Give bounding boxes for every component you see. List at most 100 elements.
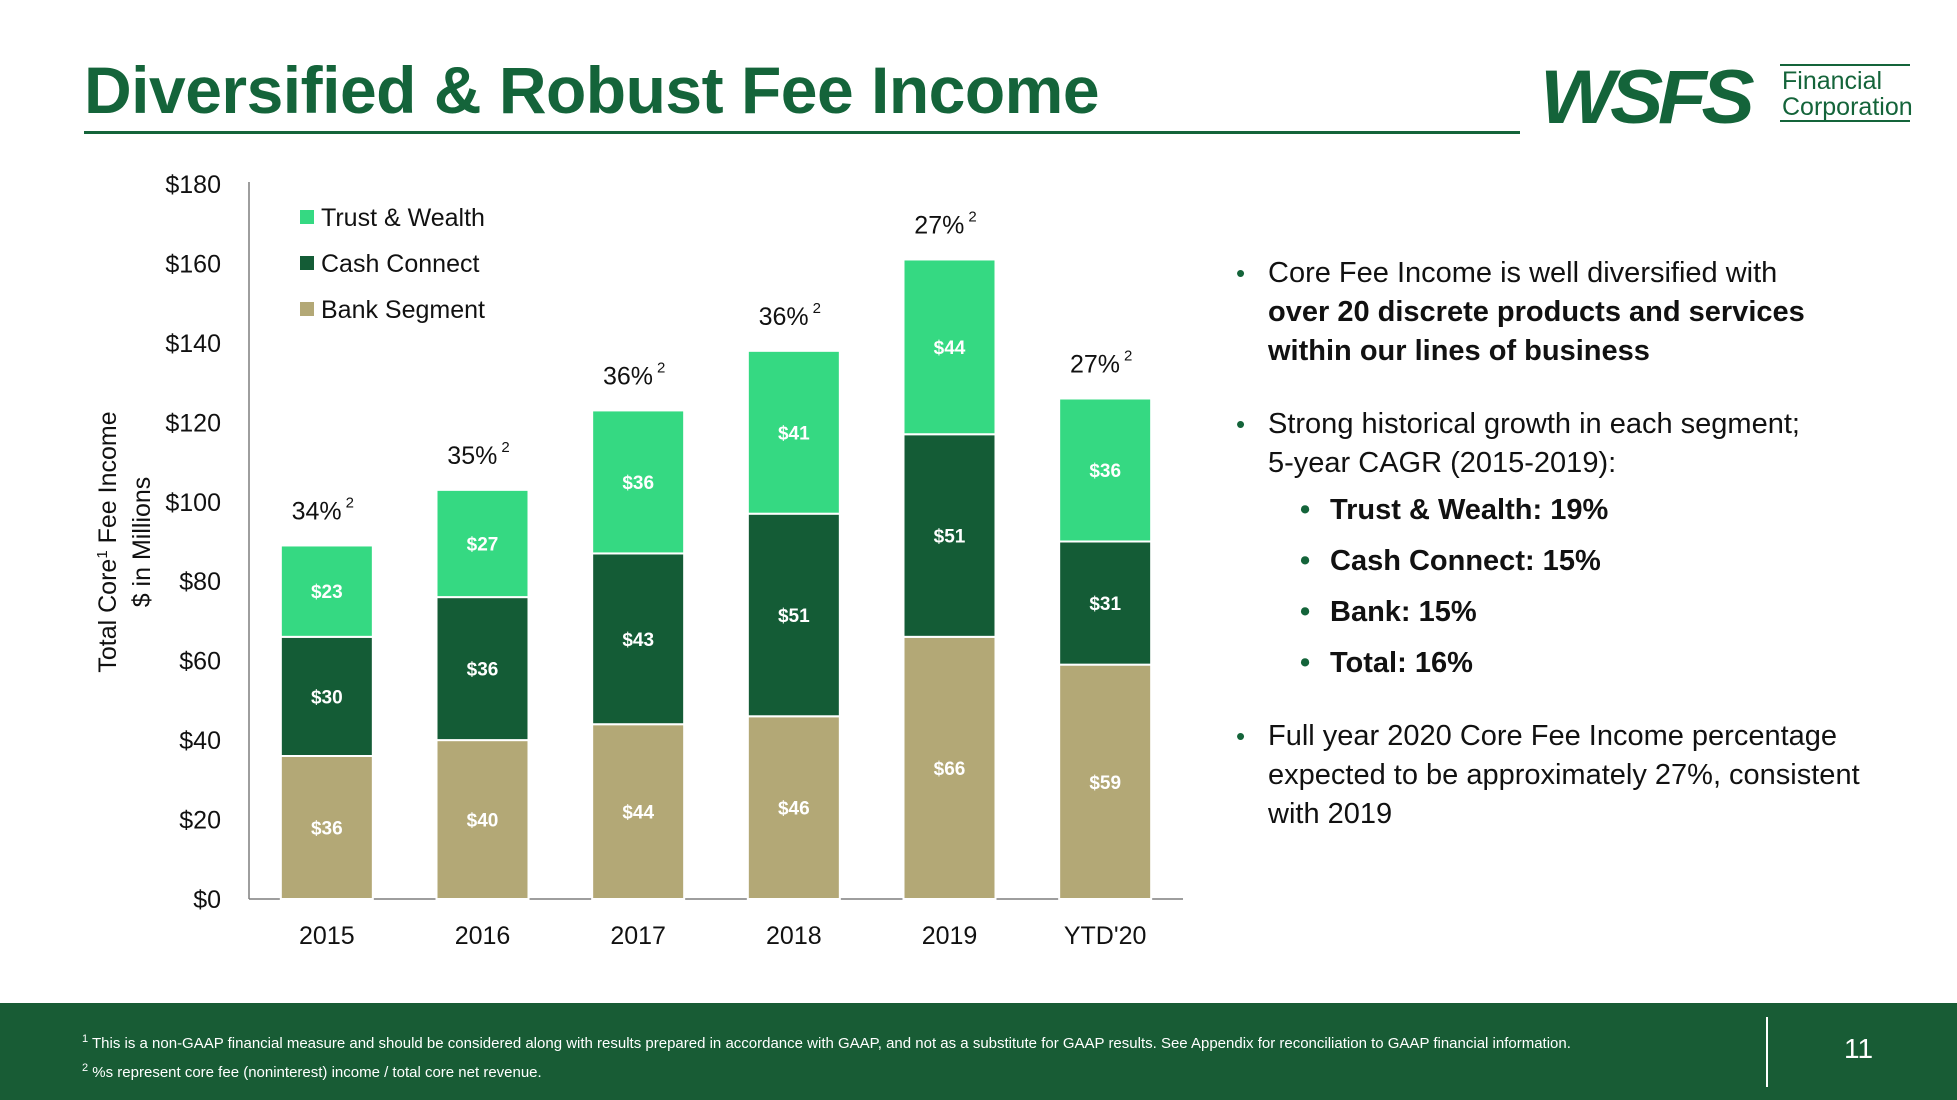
y-axis-title-line2: $ in Millions (128, 477, 156, 608)
bar-value-label: $59 (1089, 773, 1121, 794)
percent-value: 35% (447, 442, 497, 470)
y-axis-title-sup: 1 (94, 550, 111, 558)
bar-value-label: $41 (778, 423, 810, 444)
percent-label: 36% 2 (603, 359, 665, 390)
bar-segment (746, 715, 841, 900)
percent-label: 36% 2 (759, 300, 821, 331)
percent-label: 35% 2 (447, 439, 509, 470)
percent-footnote-marker: 2 (657, 359, 665, 376)
bar-value-label: $51 (934, 527, 966, 548)
x-tick-label: YTD'20 (1064, 922, 1147, 950)
y-tick-label: $100 (165, 489, 221, 517)
bar-segment (435, 488, 530, 599)
bar-value-label: $51 (778, 606, 810, 627)
logo-sub-line1: Financial (1782, 67, 1883, 95)
bar-segment (1058, 663, 1153, 901)
percent-footnote-marker: 2 (501, 439, 509, 456)
bar-value-label: $43 (622, 630, 654, 651)
cagr-item: Trust & Wealth: 19% (1268, 491, 1876, 530)
bar-value-label: $44 (622, 803, 654, 824)
y-tick-label: $140 (165, 330, 221, 358)
percent-footnote-marker: 2 (813, 300, 821, 317)
footer-divider (1766, 1017, 1768, 1087)
y-tick-label: $120 (165, 409, 221, 437)
percent-value: 27% (914, 211, 964, 239)
legend-swatch (300, 210, 314, 224)
logo-mark: WSFS (1540, 55, 1755, 140)
bar-segment (591, 723, 686, 900)
y-axis-title-suffix: Fee Income (94, 411, 122, 550)
percent-value: 36% (603, 362, 653, 390)
footnote-2: 2 %s represent core fee (noninterest) in… (82, 1056, 1762, 1085)
percent-label: 27% 2 (1070, 348, 1132, 379)
percent-value: 36% (759, 303, 809, 331)
y-axis-title-prefix: Total Core (94, 559, 122, 673)
bar-segment (902, 433, 997, 638)
bullet-diversified: Core Fee Income is well diversified with… (1236, 254, 1876, 371)
bullet-diversified-text: Core Fee Income is well diversified with (1268, 257, 1778, 289)
page-title: Diversified & Robust Fee Income (84, 53, 1100, 127)
bullet-growth-line2: 5-year CAGR (2015-2019): (1268, 447, 1617, 479)
bar-value-label: $27 (467, 534, 499, 555)
bar-value-label: $44 (934, 338, 966, 359)
bar-segment (435, 596, 530, 742)
bar-segment (746, 512, 841, 718)
bar-segment (591, 552, 686, 726)
bar-value-label: $31 (1089, 594, 1121, 615)
bullet-outlook: Full year 2020 Core Fee Income percentag… (1236, 717, 1876, 834)
footnote-1-marker: 1 (82, 1033, 89, 1045)
y-tick-label: $80 (179, 568, 221, 596)
percent-footnote-marker: 2 (968, 208, 976, 225)
legend-label: Trust & Wealth (321, 204, 485, 232)
bar-segment (1058, 540, 1153, 666)
legend-swatch (300, 256, 314, 270)
bar-segment (591, 409, 686, 555)
bar-value-label: $36 (467, 660, 499, 681)
footnotes: 1 This is a non-GAAP financial measure a… (82, 1027, 1762, 1085)
cagr-item: Cash Connect: 15% (1268, 542, 1876, 581)
bar-value-label: $36 (311, 819, 343, 840)
y-tick-label: $0 (193, 886, 221, 914)
bar-value-label: $66 (934, 759, 966, 780)
wsfs-logo: WSFS Financial Corporation (1540, 58, 1913, 136)
bullet-diversified-bold: over 20 discrete products and services w… (1268, 296, 1805, 367)
y-tick-label: $180 (165, 171, 221, 199)
bar-segment (1058, 397, 1153, 543)
y-axis-title-line1: Total Core1 Fee Income (94, 411, 122, 672)
footnote-1-text: This is a non-GAAP financial measure and… (88, 1035, 1571, 1052)
bar-value-label: $36 (1089, 461, 1121, 482)
logo-sub-line2: Corporation (1782, 93, 1913, 121)
cagr-item: Total: 16% (1268, 644, 1876, 683)
bullet-outlook-text: Full year 2020 Core Fee Income percentag… (1268, 720, 1860, 830)
x-tick-label: 2018 (766, 922, 822, 950)
x-tick-label: 2016 (455, 922, 511, 950)
footer-bar: 1 This is a non-GAAP financial measure a… (0, 1003, 1957, 1100)
y-tick-label: $40 (179, 727, 221, 755)
key-points: Core Fee Income is well diversified with… (1236, 254, 1876, 868)
cagr-list: Trust & Wealth: 19% Cash Connect: 15% Ba… (1268, 491, 1876, 683)
footnote-2-marker: 2 (82, 1062, 89, 1074)
percent-label: 27% 2 (914, 208, 976, 239)
x-tick-label: 2017 (610, 922, 666, 950)
bar-segment (279, 544, 374, 638)
legend-label: Cash Connect (321, 250, 479, 278)
percent-label: 34% 2 (292, 494, 354, 525)
footnote-1: 1 This is a non-GAAP financial measure a… (82, 1027, 1762, 1056)
bar-segment (435, 739, 530, 900)
x-tick-label: 2015 (299, 922, 355, 950)
bar-segment (902, 258, 997, 436)
x-tick-label: 2019 (922, 922, 978, 950)
bar-segment (902, 635, 997, 900)
bar-value-label: $30 (311, 687, 343, 708)
percent-value: 27% (1070, 351, 1120, 379)
bar-value-label: $40 (467, 811, 499, 832)
legend-swatch (300, 302, 314, 316)
bar-segment (746, 349, 841, 515)
bar-segment (279, 755, 374, 900)
logo-subtitle: Financial Corporation (1780, 64, 1913, 122)
percent-footnote-marker: 2 (346, 494, 354, 511)
percent-value: 34% (292, 497, 342, 525)
y-tick-label: $160 (165, 250, 221, 278)
fee-income-chart: $0 $20 $40 $60 $80 $100 $120 $140 $160 $180 Total … (94, 171, 1183, 950)
title-divider (84, 131, 1520, 134)
